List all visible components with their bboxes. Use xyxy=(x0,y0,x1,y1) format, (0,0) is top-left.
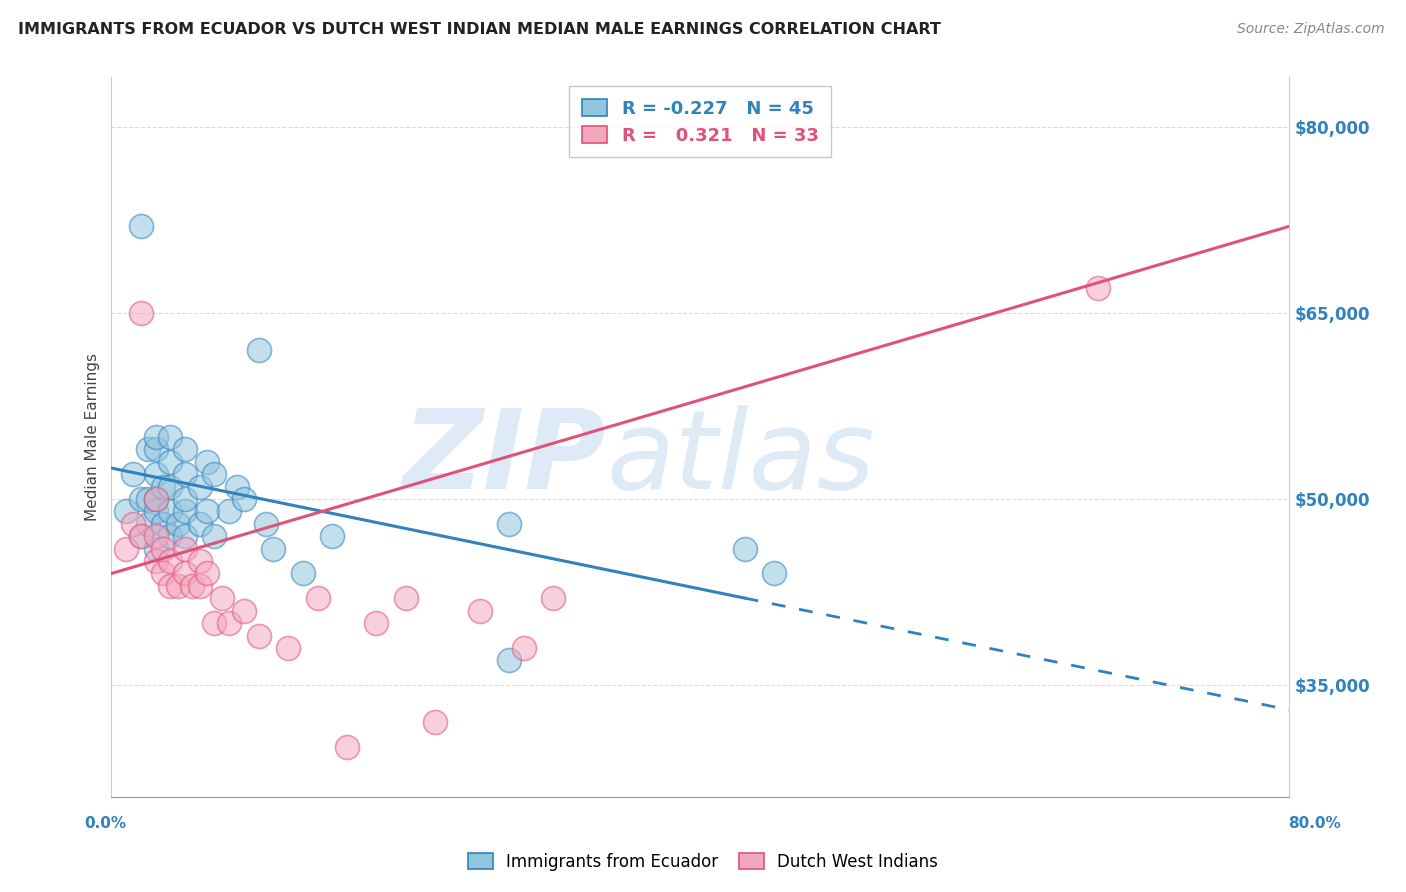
Point xyxy=(262,541,284,556)
Point xyxy=(1087,281,1109,295)
Point xyxy=(152,516,174,531)
Point xyxy=(136,442,159,457)
Point xyxy=(218,616,240,631)
Point xyxy=(188,554,211,568)
Text: Source: ZipAtlas.com: Source: ZipAtlas.com xyxy=(1237,22,1385,37)
Point xyxy=(159,455,181,469)
Point xyxy=(174,566,197,581)
Point xyxy=(145,504,167,518)
Point xyxy=(218,504,240,518)
Point xyxy=(336,740,359,755)
Point xyxy=(159,579,181,593)
Point xyxy=(159,430,181,444)
Point xyxy=(277,640,299,655)
Point xyxy=(204,529,226,543)
Point xyxy=(145,492,167,507)
Legend: R = -0.227   N = 45, R =   0.321   N = 33: R = -0.227 N = 45, R = 0.321 N = 33 xyxy=(569,87,831,158)
Point xyxy=(152,541,174,556)
Point xyxy=(498,653,520,667)
Point xyxy=(136,516,159,531)
Point xyxy=(145,492,167,507)
Point xyxy=(115,541,138,556)
Point xyxy=(159,529,181,543)
Point xyxy=(129,529,152,543)
Point xyxy=(232,492,254,507)
Text: 80.0%: 80.0% xyxy=(1288,816,1341,831)
Text: IMMIGRANTS FROM ECUADOR VS DUTCH WEST INDIAN MEDIAN MALE EARNINGS CORRELATION CH: IMMIGRANTS FROM ECUADOR VS DUTCH WEST IN… xyxy=(18,22,941,37)
Point xyxy=(181,579,204,593)
Point xyxy=(468,604,491,618)
Point xyxy=(247,628,270,642)
Point xyxy=(366,616,388,631)
Point xyxy=(247,343,270,358)
Point xyxy=(136,492,159,507)
Point xyxy=(122,467,145,482)
Point xyxy=(541,591,564,606)
Point xyxy=(166,579,188,593)
Point xyxy=(291,566,314,581)
Point xyxy=(159,504,181,518)
Point xyxy=(145,430,167,444)
Point xyxy=(145,554,167,568)
Text: 0.0%: 0.0% xyxy=(84,816,127,831)
Point xyxy=(307,591,329,606)
Point xyxy=(174,504,197,518)
Point xyxy=(145,541,167,556)
Point xyxy=(195,504,218,518)
Point xyxy=(498,516,520,531)
Point xyxy=(188,480,211,494)
Point xyxy=(763,566,786,581)
Point xyxy=(232,604,254,618)
Point xyxy=(166,516,188,531)
Point xyxy=(225,480,247,494)
Point xyxy=(254,516,277,531)
Point xyxy=(159,480,181,494)
Point xyxy=(425,715,447,730)
Point xyxy=(188,516,211,531)
Point xyxy=(115,504,138,518)
Point xyxy=(204,616,226,631)
Point xyxy=(395,591,418,606)
Point xyxy=(129,219,152,234)
Point xyxy=(174,492,197,507)
Point xyxy=(321,529,343,543)
Point xyxy=(174,467,197,482)
Text: atlas: atlas xyxy=(606,405,875,512)
Point xyxy=(145,529,167,543)
Point xyxy=(174,442,197,457)
Point xyxy=(211,591,233,606)
Point xyxy=(195,566,218,581)
Point xyxy=(174,529,197,543)
Point xyxy=(129,492,152,507)
Point xyxy=(145,467,167,482)
Point xyxy=(159,554,181,568)
Text: ZIP: ZIP xyxy=(402,405,606,512)
Point xyxy=(734,541,756,556)
Point xyxy=(195,455,218,469)
Point xyxy=(152,566,174,581)
Point xyxy=(129,306,152,320)
Point xyxy=(145,442,167,457)
Point xyxy=(204,467,226,482)
Y-axis label: Median Male Earnings: Median Male Earnings xyxy=(86,353,100,521)
Point xyxy=(152,480,174,494)
Legend: Immigrants from Ecuador, Dutch West Indians: Immigrants from Ecuador, Dutch West Indi… xyxy=(460,845,946,880)
Point xyxy=(512,640,534,655)
Point xyxy=(188,579,211,593)
Point xyxy=(122,516,145,531)
Point xyxy=(129,529,152,543)
Point xyxy=(174,541,197,556)
